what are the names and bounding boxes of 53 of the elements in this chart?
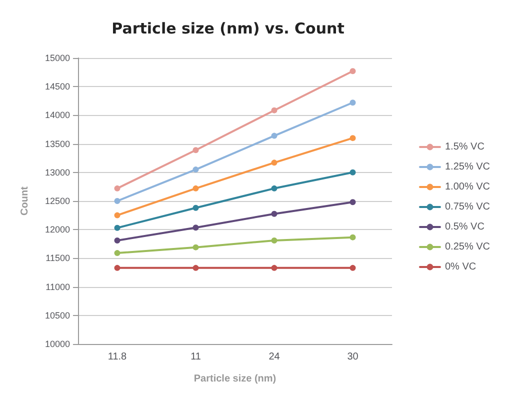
point — [271, 185, 278, 192]
x-tick-label: 11 — [190, 352, 202, 362]
point — [350, 135, 356, 142]
point — [114, 250, 120, 256]
legend-label: 1.5% VC — [444, 142, 484, 152]
point — [271, 210, 278, 217]
point — [350, 100, 356, 106]
legend-label: 0.75% VC — [444, 202, 490, 212]
y-tick-label: 10000 — [44, 339, 70, 349]
point — [192, 264, 199, 271]
y-tick-label: 13000 — [44, 167, 70, 178]
chart-title: Particle size (nm) vs. Count — [112, 20, 344, 38]
x-tick-label: 30 — [347, 352, 359, 362]
legend-label: 0.5% VC — [444, 222, 484, 232]
point — [271, 107, 278, 114]
point — [350, 234, 356, 240]
legend-label: 0.25% VC — [444, 242, 490, 252]
y-tick-label: 14500 — [44, 82, 70, 92]
y-tick-label: 15000 — [44, 53, 70, 63]
point — [192, 185, 199, 192]
point — [192, 204, 199, 211]
point — [350, 68, 356, 74]
point — [271, 132, 278, 139]
point — [271, 237, 278, 244]
legend-label: 1.25% VC — [444, 162, 490, 172]
y-tick-label: 12000 — [44, 224, 70, 235]
legend-label: 0% VC — [444, 262, 476, 272]
point — [192, 224, 199, 231]
point — [192, 244, 199, 250]
point — [114, 212, 120, 218]
point — [114, 224, 120, 231]
point — [192, 147, 199, 154]
y-tick-label: 12500 — [44, 196, 70, 206]
point — [350, 264, 356, 271]
point — [114, 198, 120, 204]
point — [350, 169, 356, 176]
legend-label: 1.00% VC — [444, 182, 490, 192]
y-tick-label: 11000 — [46, 282, 70, 292]
point — [350, 199, 356, 206]
x-tick-label: 11.8 — [108, 352, 128, 362]
y-axis-title: Count — [20, 186, 30, 216]
point — [114, 237, 120, 244]
x-axis-title: Particle size (nm) — [194, 374, 276, 384]
y-tick-label: 14000 — [44, 110, 70, 120]
y-tick-label: 11500 — [46, 253, 70, 264]
point — [271, 264, 278, 271]
point — [114, 264, 120, 271]
point — [271, 160, 278, 166]
point — [192, 166, 199, 173]
point — [114, 185, 120, 192]
y-tick-label: 13500 — [44, 138, 70, 149]
x-tick-label: 24 — [268, 352, 280, 362]
y-tick-label: 10500 — [44, 310, 70, 320]
